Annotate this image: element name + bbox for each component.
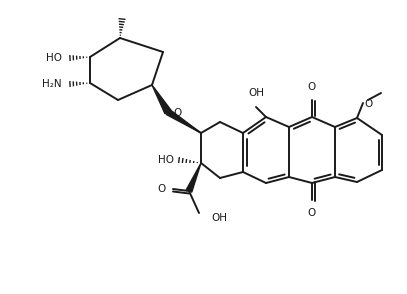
Text: HO: HO (46, 53, 62, 63)
Text: H₂N: H₂N (42, 79, 62, 89)
Text: O: O (308, 208, 316, 218)
Polygon shape (166, 109, 201, 133)
Polygon shape (152, 85, 171, 114)
Text: OH: OH (248, 88, 264, 98)
Text: O: O (308, 82, 316, 92)
Text: O: O (364, 99, 372, 109)
Polygon shape (186, 163, 201, 192)
Text: O: O (158, 184, 166, 194)
Text: O: O (173, 108, 181, 118)
Text: OH: OH (211, 213, 227, 223)
Text: HO: HO (158, 155, 174, 165)
